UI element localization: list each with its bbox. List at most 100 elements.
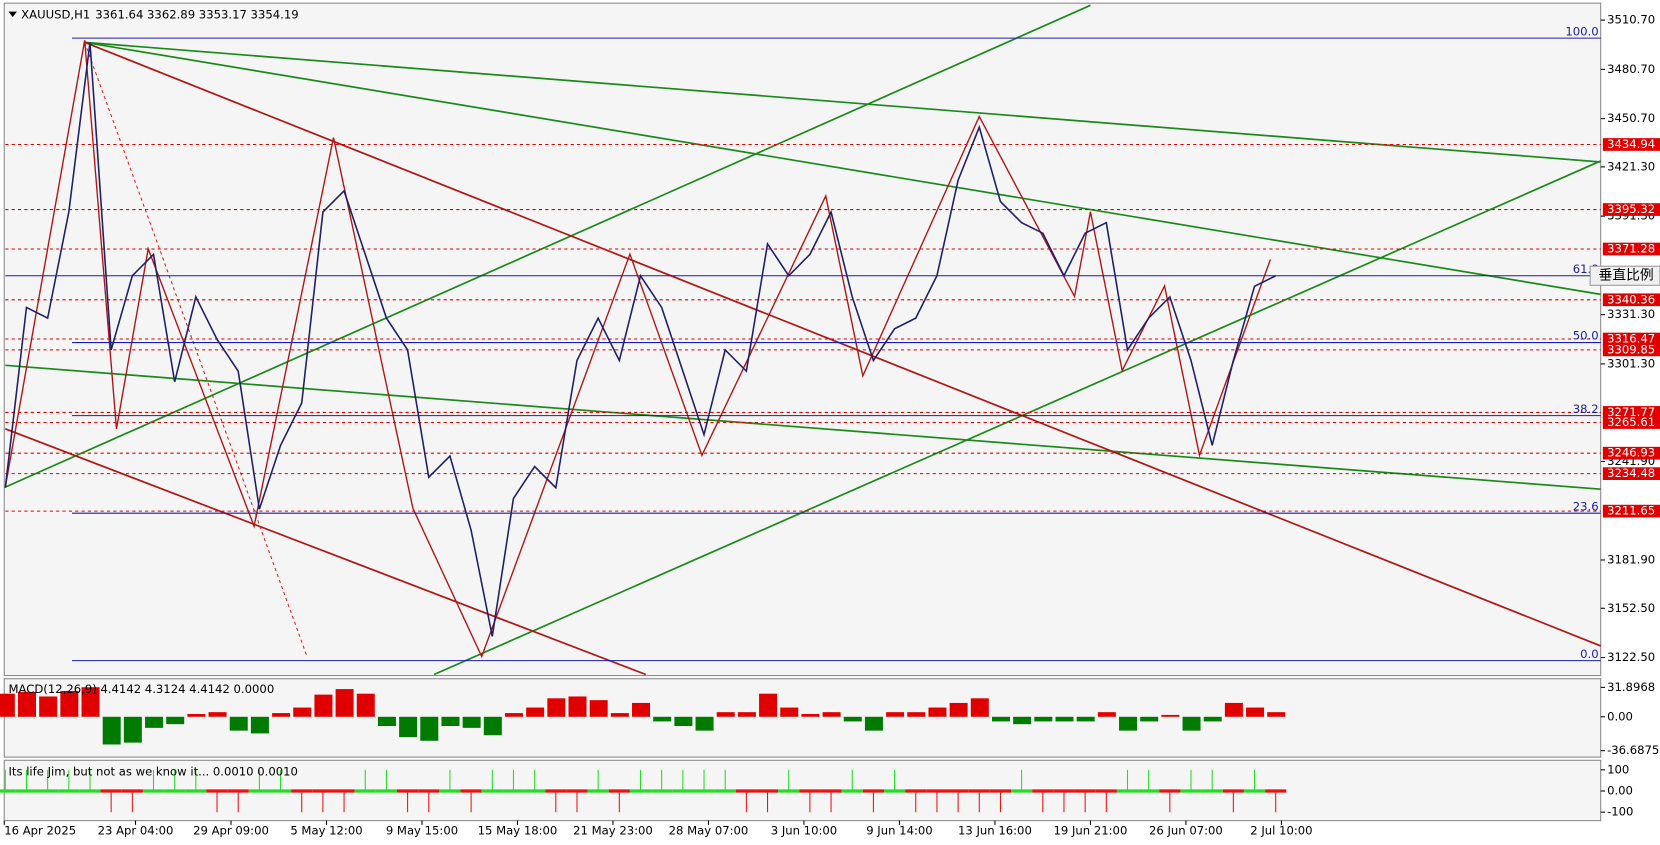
macd-bar (780, 707, 799, 717)
level-label: 3265.61 (1607, 415, 1655, 429)
trendline (433, 160, 1602, 676)
macd-bar (356, 693, 375, 717)
y-tick-label: 3301.30 (1607, 356, 1655, 370)
macd-bar (653, 716, 672, 722)
x-tick-label: 23 Apr 04:00 (98, 824, 174, 838)
trendline (84, 41, 1602, 647)
y-tick-label: 100 (1607, 762, 1629, 776)
macd-bar (39, 696, 58, 717)
level-box (1602, 332, 1660, 346)
x-tick-label: 13 Jun 16:00 (958, 824, 1032, 838)
y-tick-label: 0.00 (1607, 709, 1633, 723)
x-tick-label: 29 Apr 09:00 (193, 824, 269, 838)
macd-bar (145, 716, 164, 728)
macd-bar (483, 716, 502, 736)
macd-bar (759, 693, 778, 717)
macd-bar (166, 716, 185, 725)
x-tick-label: 15 May 18:00 (478, 824, 558, 838)
y-tick-label: 3152.50 (1607, 601, 1655, 615)
trendline (5, 364, 1601, 491)
scale-button (1589, 265, 1660, 286)
macd-bar (1182, 716, 1201, 731)
level-box (1602, 446, 1660, 460)
scale-button-label: 垂直比例 (1599, 268, 1654, 284)
macd-bar (272, 713, 291, 717)
macd-bar (970, 698, 989, 717)
level-box (1602, 203, 1660, 216)
level-box (1602, 138, 1660, 151)
macd-bar (1224, 702, 1243, 717)
macd-bar (547, 698, 566, 717)
trendlines (4, 4, 1602, 676)
level-label: 3340.36 (1607, 292, 1655, 306)
macd-bar (1097, 712, 1116, 717)
x-tick-label: 16 Apr 2025 (4, 824, 76, 838)
macd-bar (293, 707, 312, 717)
panel-title: Its life Jim, but not as we know it... 0… (8, 764, 297, 778)
macd-bar (1161, 714, 1180, 717)
fib-label: 23.6 (1573, 499, 1599, 513)
x-tick-label: 3 Jun 10:00 (771, 824, 837, 838)
macd-bar (335, 689, 354, 717)
level-box (1602, 504, 1660, 518)
trendline (84, 41, 1601, 296)
x-tick-label: 19 Jun 21:00 (1054, 824, 1128, 838)
macd-bar (123, 716, 142, 743)
macd-bar (504, 713, 523, 717)
macd-bar (229, 716, 248, 731)
macd-bar (377, 716, 396, 727)
y-tick-label: -36.6875 (1607, 743, 1659, 757)
macd-panel (3, 678, 1602, 758)
level-box (1602, 293, 1660, 307)
macd-bar (17, 691, 36, 717)
y-tick-label: 3510.70 (1607, 13, 1655, 27)
trendline (4, 428, 647, 676)
macd-bar (822, 712, 841, 717)
main-layer: 100.061.850.038.223.60.0 (4, 24, 1601, 662)
fib-label: 0.0 (1580, 647, 1598, 661)
trendline (4, 4, 1091, 488)
trendline (84, 41, 1601, 163)
macd-bar (568, 696, 587, 717)
macd-bar (420, 716, 439, 741)
macd-bar (907, 712, 926, 717)
macd-bar (928, 707, 947, 717)
macd-bar (208, 712, 227, 717)
macd-bar (1140, 716, 1159, 722)
macd-bar (801, 714, 820, 717)
macd-bar (1203, 716, 1222, 722)
macd-bar (1246, 707, 1265, 717)
y-tick-label: -100 (1607, 805, 1633, 819)
level-label: 3309.85 (1607, 342, 1655, 356)
macd-bar (886, 712, 905, 717)
macd-bar (991, 716, 1010, 722)
x-tick-label: 9 May 15:00 (386, 824, 458, 838)
macd-bar (716, 712, 735, 717)
y-tick-label: 3480.70 (1607, 62, 1655, 76)
macd-bar (949, 702, 968, 717)
y-tick-label: 3331.30 (1607, 307, 1655, 321)
x-tick-label: 2 Jul 10:00 (1250, 824, 1312, 838)
x-tick-label: 28 May 07:00 (669, 824, 749, 838)
y-tick-label: 3181.90 (1607, 552, 1655, 566)
level-box (1602, 416, 1660, 429)
level-box (1602, 242, 1660, 256)
macd-bar (399, 716, 418, 738)
x-tick-label: 21 May 23:00 (573, 824, 653, 838)
macd-bar (441, 716, 460, 727)
fib-label: 100.0 (1565, 24, 1598, 38)
panel-title: MACD(12,26,9) 4.4142 4.3124 4.4142 0.000… (8, 682, 274, 696)
level-box (1602, 467, 1660, 480)
level-box (1602, 406, 1660, 419)
macd-bar (462, 716, 481, 728)
x-tick-label: 9 Jun 14:00 (866, 824, 932, 838)
y-tick-label: 3122.50 (1607, 650, 1655, 664)
macd-bar (674, 716, 693, 727)
y-tick-label: 31.8968 (1607, 680, 1655, 694)
macd-bar (0, 693, 15, 717)
level-label: 3371.28 (1607, 242, 1655, 256)
macd-bar (60, 690, 79, 717)
macd-bar (864, 716, 883, 731)
macd-bar (187, 714, 206, 717)
